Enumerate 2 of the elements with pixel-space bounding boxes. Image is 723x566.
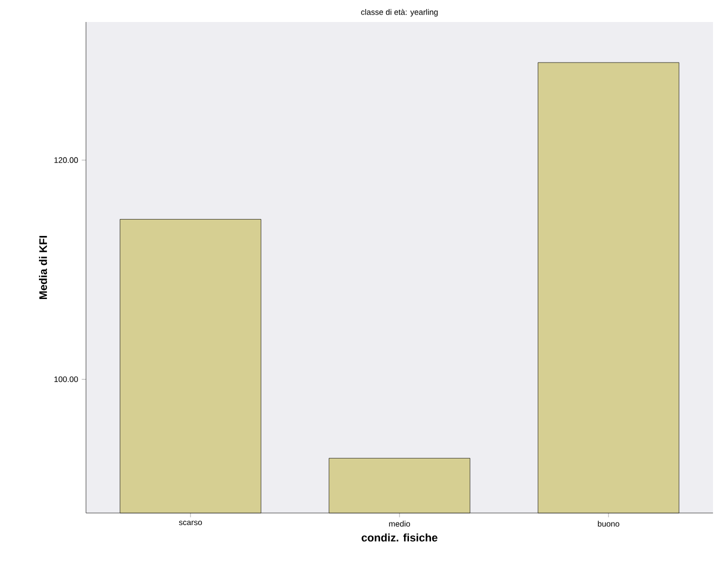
x-axis-title: condiz. fisiche [362,533,438,542]
y-axis-title: Media di KFI [38,236,48,300]
